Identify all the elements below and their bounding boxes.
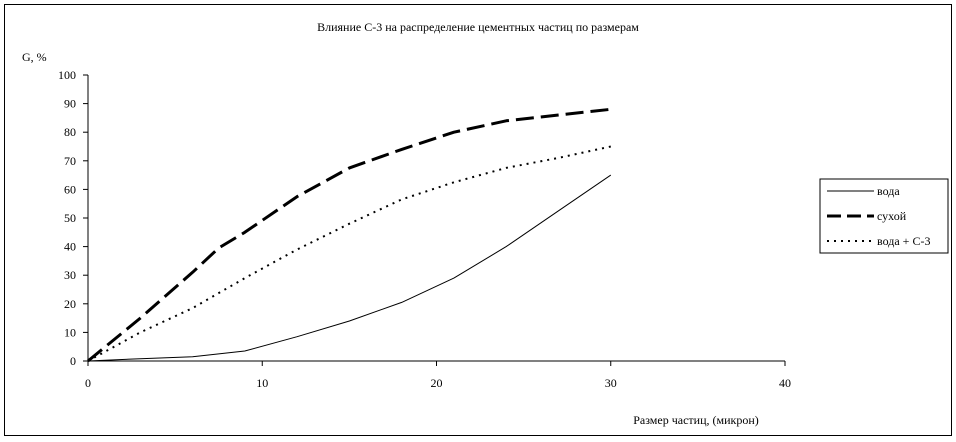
y-tick-label: 0	[70, 354, 76, 368]
x-tick-label: 0	[85, 376, 91, 390]
series-line-3	[87, 145, 612, 362]
x-tick-label: 30	[605, 376, 617, 390]
legend-label-3: вода + С-3	[877, 234, 930, 248]
x-tick-label: 10	[256, 376, 268, 390]
y-tick-label: 10	[64, 325, 76, 339]
x-axis-label: Размер частиц, (микрон)	[633, 413, 759, 427]
y-tick-label: 50	[64, 211, 76, 225]
legend: вода сухой вода + С-3	[819, 178, 949, 254]
y-tick-label: 20	[64, 297, 76, 311]
y-tick-label: 100	[58, 68, 76, 82]
series-line-2	[87, 107, 611, 363]
series-line-1	[87, 174, 612, 362]
y-axis-label: G, %	[22, 50, 47, 64]
axes: 0 10 20 30 40 50 60 70 80 90 100 0 10 20 30 40	[58, 68, 791, 390]
y-tick-label: 70	[64, 154, 76, 168]
x-tick-label: 40	[779, 376, 791, 390]
chart-frame	[4, 4, 952, 436]
y-tick-label: 60	[64, 182, 76, 196]
y-tick-label: 80	[64, 125, 76, 139]
legend-label-1: вода	[877, 184, 900, 198]
chart-title: Влияние С-3 на распределение цементных ч…	[317, 20, 639, 34]
y-tick-label: 30	[64, 268, 76, 282]
y-tick-label: 90	[64, 97, 76, 111]
x-tick-label: 20	[431, 376, 443, 390]
y-tick-label: 40	[64, 240, 76, 254]
series-layer	[87, 107, 612, 363]
legend-label-2: сухой	[877, 209, 907, 223]
